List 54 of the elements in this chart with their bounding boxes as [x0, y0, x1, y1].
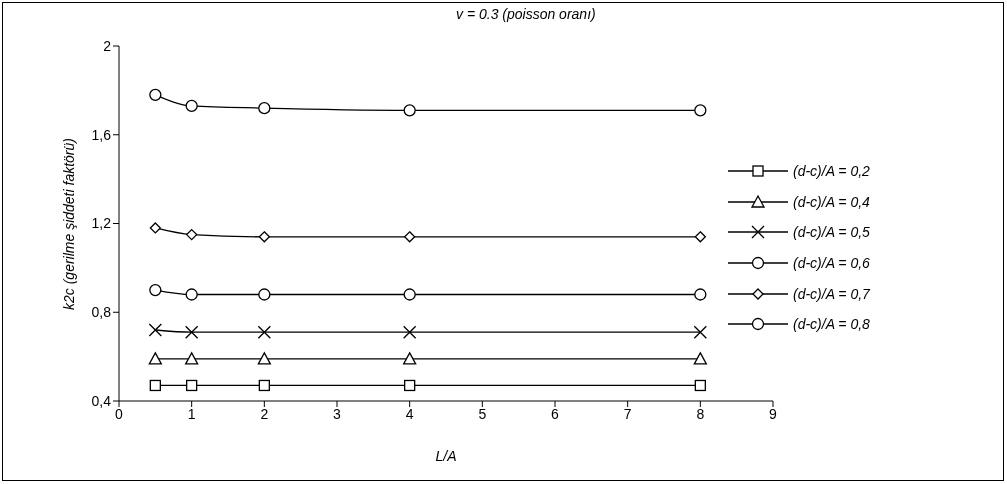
y-axis-title: k2c (gerilme şiddeti faktörü): [61, 138, 77, 310]
x-tick-label: 8: [696, 405, 705, 422]
point: [148, 352, 162, 365]
x-tick-label: 7: [623, 405, 632, 422]
y-tick-label: 1,6: [91, 126, 112, 143]
point: [149, 283, 162, 297]
point: [404, 379, 416, 392]
point: [149, 379, 161, 392]
chart-title: v = 0.3 (poisson oranı): [456, 6, 596, 22]
point: [149, 222, 161, 234]
point: [257, 352, 271, 365]
point: [403, 352, 417, 365]
legend-label: (d-c)/A = 0,4: [793, 193, 870, 210]
x-axis-title: L/A: [435, 448, 457, 464]
point: [258, 288, 271, 301]
legend-label: (d-c)/A = 0,6: [793, 255, 870, 272]
point: [257, 325, 271, 339]
point: [403, 104, 416, 117]
y-tick-label: 0,8: [91, 304, 112, 321]
point: [403, 288, 416, 301]
point: [185, 352, 199, 365]
point: [185, 325, 199, 339]
point: [693, 325, 707, 339]
y-tick-label: 0,4: [91, 392, 112, 409]
legend-label: (d-c)/A = 0,8: [793, 316, 870, 333]
x-tick-label: 9: [769, 405, 778, 422]
legend-label: (d-c)/A = 0,7: [793, 285, 870, 302]
point: [185, 288, 198, 301]
point: [258, 231, 270, 243]
point: [403, 325, 417, 339]
y-tick-label: 1,2: [91, 215, 112, 232]
point: [148, 323, 162, 337]
point: [694, 288, 707, 301]
point: [693, 352, 707, 365]
point: [186, 379, 198, 392]
legend-label: (d-c)/A = 0,5: [793, 224, 870, 241]
point: [694, 104, 707, 117]
point: [149, 88, 162, 101]
point: [404, 231, 416, 243]
x-tick-label: 5: [478, 405, 487, 422]
x-tick-label: 6: [551, 405, 560, 422]
point: [258, 379, 270, 392]
point: [694, 231, 706, 243]
legend-label: (d-c)/A = 0,2: [793, 163, 870, 180]
x-tick-label: 3: [333, 405, 342, 422]
point: [186, 228, 198, 241]
point: [185, 99, 198, 113]
point: [258, 101, 271, 115]
x-tick-label: 4: [405, 405, 414, 422]
x-tick-label: 2: [260, 405, 269, 422]
point: [694, 379, 706, 392]
x-tick-label: 1: [187, 405, 196, 422]
y-tick-label: 2: [103, 37, 112, 54]
x-tick-label: 0: [115, 405, 124, 422]
